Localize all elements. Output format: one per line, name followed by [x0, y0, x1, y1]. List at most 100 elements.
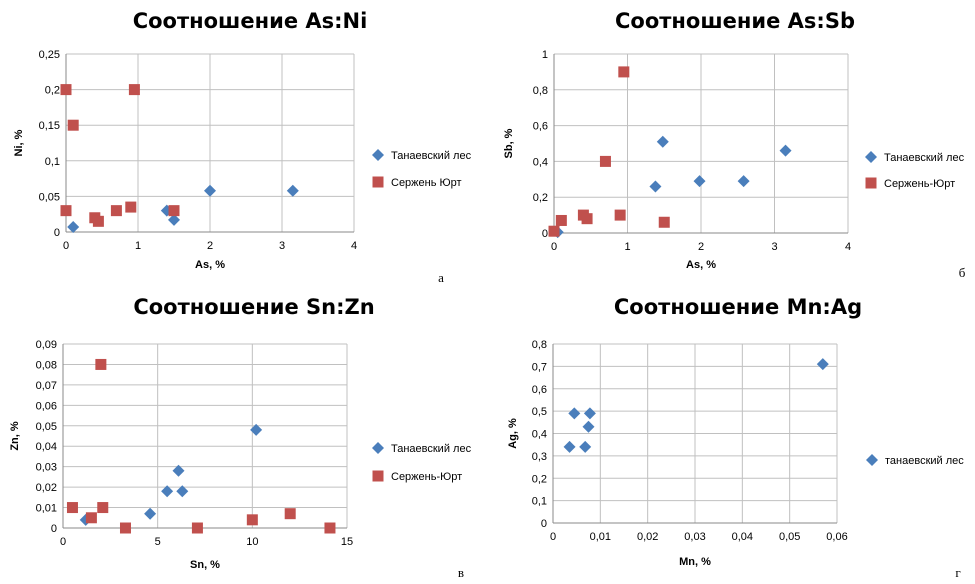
- y-tick-label: 0,03: [36, 462, 57, 474]
- x-tick-label: 10: [246, 536, 258, 548]
- x-tick-label: 3: [279, 240, 285, 252]
- y-tick-label: 0,05: [39, 191, 60, 203]
- x-tick-label: 0: [550, 531, 556, 543]
- data-point: [191, 522, 203, 534]
- x-tick-label: 5: [155, 536, 161, 548]
- y-tick-label: 0,06: [36, 400, 57, 412]
- x-tick-label: 4: [845, 241, 851, 253]
- data-point: [128, 84, 140, 96]
- legend-marker: [866, 454, 878, 466]
- data-point: [66, 502, 78, 514]
- y-tick-label: 0,07: [36, 380, 57, 392]
- data-point: [324, 522, 336, 534]
- data-point: [144, 507, 157, 520]
- data-point: [583, 407, 596, 420]
- data-point: [67, 221, 80, 234]
- y-axis-label: Ag, %: [507, 418, 519, 449]
- data-point: [555, 214, 567, 226]
- x-tick-label: 3: [771, 241, 777, 253]
- y-tick-label: 0,4: [532, 429, 547, 441]
- chart-title: Соотношение Mn:Ag: [614, 295, 862, 319]
- data-point: [246, 514, 258, 526]
- y-tick-label: 1: [542, 49, 548, 61]
- legend-marker: [865, 177, 877, 189]
- y-tick-label: 0,15: [39, 120, 60, 132]
- y-axis-label: Zn, %: [9, 421, 21, 451]
- y-tick-label: 0,01: [36, 503, 57, 515]
- y-tick-label: 0,2: [533, 192, 548, 204]
- data-point: [779, 144, 792, 157]
- data-point: [286, 184, 299, 197]
- y-tick-label: 0,6: [532, 384, 547, 396]
- data-point: [85, 512, 97, 524]
- series-1: [79, 423, 263, 526]
- legend-marker: [372, 470, 384, 482]
- legend-marker: [372, 176, 384, 188]
- series-1: [563, 358, 829, 453]
- legend-label: танаевский лес: [885, 455, 964, 467]
- x-tick-label: 4: [351, 240, 357, 252]
- y-tick-label: 0,04: [36, 441, 57, 453]
- x-axis-label: As, %: [195, 259, 225, 271]
- data-point: [110, 205, 122, 217]
- x-tick-label: 0,01: [590, 531, 611, 543]
- data-point: [176, 485, 189, 498]
- data-point: [599, 155, 611, 167]
- data-point: [582, 420, 595, 433]
- y-tick-label: 0,09: [36, 339, 57, 351]
- legend-marker: [372, 442, 384, 454]
- y-tick-label: 0,5: [532, 406, 547, 418]
- x-tick-label: 0: [551, 241, 557, 253]
- legend-label: Танаевский лес: [884, 152, 965, 164]
- y-tick-label: 0,8: [533, 85, 548, 97]
- y-tick-label: 0,3: [532, 451, 547, 463]
- data-point: [95, 358, 107, 370]
- series-1: [551, 135, 792, 239]
- data-point: [172, 464, 185, 477]
- series-2: [548, 66, 670, 237]
- data-point: [548, 225, 560, 237]
- y-tick-label: 0,08: [36, 359, 57, 371]
- legend-label: Сержень-Юрт: [391, 471, 462, 483]
- y-tick-label: 0,05: [36, 421, 57, 433]
- data-point: [168, 213, 180, 226]
- data-point: [581, 213, 593, 225]
- y-tick-label: 0: [54, 227, 60, 239]
- y-tick-label: 0: [51, 523, 57, 535]
- x-tick-label: 0,04: [732, 531, 753, 543]
- y-tick-label: 0,7: [532, 361, 547, 373]
- x-tick-label: 1: [135, 240, 141, 252]
- data-point: [125, 201, 137, 213]
- x-tick-label: 0,05: [779, 531, 800, 543]
- chart-title: Соотношение As:Ni: [133, 9, 368, 33]
- data-point: [60, 84, 72, 96]
- x-tick-label: 1: [624, 241, 630, 253]
- x-tick-label: 0: [63, 240, 69, 252]
- x-tick-label: 0,03: [684, 531, 705, 543]
- y-tick-label: 0,02: [36, 482, 57, 494]
- panel-letter: б: [959, 265, 966, 280]
- legend-label: Танаевский лес: [391, 443, 472, 455]
- y-tick-label: 0,4: [533, 156, 548, 168]
- data-point: [161, 485, 174, 498]
- x-tick-label: 15: [341, 536, 353, 548]
- data-point: [658, 216, 670, 228]
- series-2: [60, 84, 180, 227]
- data-point: [563, 440, 576, 453]
- panel-letter: г: [955, 565, 960, 580]
- chart-panel-1: Соотношение As:Ni 0 0,05 0,1 0,15 0,2 0,25 0 1 2 3…: [13, 9, 472, 285]
- legend-label: Сержень-Юрт: [884, 178, 955, 190]
- data-point: [656, 135, 669, 148]
- x-tick-label: 2: [207, 240, 213, 252]
- data-point: [168, 205, 180, 217]
- data-point: [614, 209, 626, 221]
- data-point: [693, 175, 706, 188]
- chart-panel-3: Соотношение Sn:Zn 0 0,01 0,02 0,03 0,04 0,05 0,…: [9, 295, 472, 580]
- y-tick-label: 0,2: [532, 473, 547, 485]
- x-axis-label: Sn, %: [190, 559, 220, 571]
- x-tick-label: 0: [60, 536, 66, 548]
- panel-letter: а: [438, 270, 444, 285]
- y-tick-label: 0: [541, 518, 547, 530]
- data-point: [816, 358, 829, 371]
